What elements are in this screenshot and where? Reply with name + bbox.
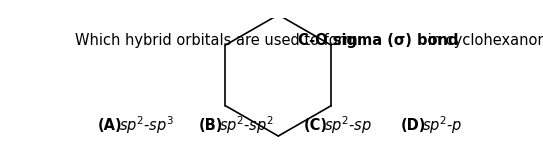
Text: (B): (B) xyxy=(198,118,223,133)
Text: $sp^2$-$sp^2$: $sp^2$-$sp^2$ xyxy=(219,114,274,136)
Text: in cyclohexanone?: in cyclohexanone? xyxy=(422,33,543,48)
Text: (A): (A) xyxy=(97,118,122,133)
Text: $sp^2$-$sp^3$: $sp^2$-$sp^3$ xyxy=(118,114,174,136)
Text: C-O sigma (σ) bond: C-O sigma (σ) bond xyxy=(298,33,459,48)
Text: (C): (C) xyxy=(304,118,327,133)
Text: $sp^2$-$p$: $sp^2$-$p$ xyxy=(422,114,463,136)
Text: Which hybrid orbitals are used to form: Which hybrid orbitals are used to form xyxy=(75,33,363,48)
Text: (D): (D) xyxy=(400,118,426,133)
Text: $sp^2$-$sp$: $sp^2$-$sp$ xyxy=(324,114,372,136)
